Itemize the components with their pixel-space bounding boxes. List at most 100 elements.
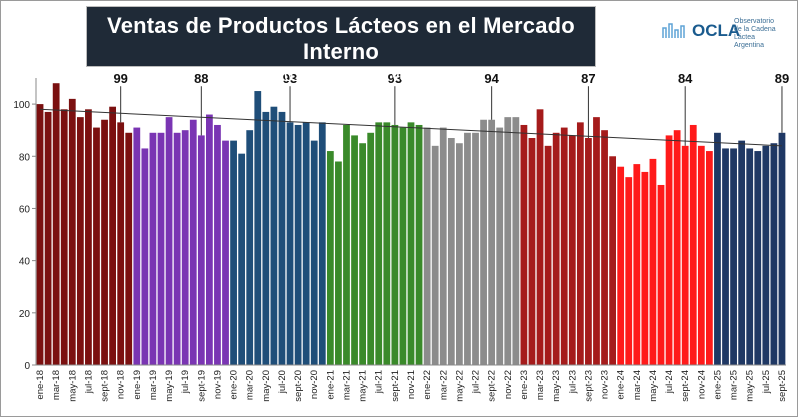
x-tick-label: nov-24 — [696, 370, 707, 399]
bar — [383, 122, 391, 365]
bar — [568, 135, 576, 365]
x-tick-label: mar-23 — [535, 370, 546, 400]
x-tick-label: sept-22 — [487, 370, 498, 402]
bar — [76, 117, 84, 366]
bar — [697, 145, 705, 365]
bar — [189, 119, 197, 365]
x-tick-label: may-23 — [551, 370, 562, 402]
bar — [181, 130, 189, 365]
bar — [375, 122, 383, 365]
bar — [359, 143, 366, 365]
annotation-label: 84 — [678, 71, 693, 86]
x-tick-label: sept-24 — [680, 370, 691, 402]
y-tick-label: 80 — [19, 152, 31, 163]
bar — [125, 132, 133, 365]
bar — [544, 145, 552, 365]
bar — [738, 140, 746, 365]
x-tick-label: sept-19 — [196, 370, 207, 402]
bar — [197, 135, 205, 365]
bar — [141, 148, 149, 365]
annotation-label: 88 — [194, 71, 208, 86]
bar — [52, 83, 60, 365]
bar — [415, 124, 423, 365]
x-tick-label: jul-18 — [83, 370, 94, 394]
bar — [206, 114, 213, 365]
logo-word: OCLA — [692, 21, 741, 40]
bar — [665, 135, 673, 365]
bar — [294, 124, 302, 365]
y-tick-label: 100 — [13, 100, 30, 111]
bar — [762, 145, 770, 365]
bar — [133, 127, 141, 365]
bar — [673, 130, 681, 365]
y-tick-label: 20 — [19, 309, 31, 320]
bar — [560, 127, 568, 365]
y-tick-label: 40 — [19, 257, 31, 268]
bar — [496, 127, 504, 365]
annotation-label: 93 — [388, 71, 402, 86]
x-tick-label: ene-21 — [325, 370, 336, 400]
x-tick-label: may-22 — [454, 370, 465, 402]
bar — [44, 111, 52, 365]
x-tick-label: jul-25 — [761, 370, 772, 394]
chart-subtitle: - enero 2018 = 100 , en volumen - — [220, 68, 462, 85]
bar — [222, 140, 229, 365]
bar — [504, 117, 512, 366]
chart-title: Ventas de Productos Lácteos en el Mercad… — [107, 13, 575, 64]
bar — [246, 130, 254, 365]
bar — [85, 109, 92, 366]
bar — [593, 117, 600, 366]
bar — [286, 122, 294, 365]
bar — [552, 132, 560, 365]
x-tick-label: ene-20 — [229, 370, 240, 400]
bar — [431, 145, 439, 365]
logo-tagline-line: Argentina — [734, 42, 764, 49]
bar — [230, 140, 237, 365]
bar — [657, 184, 665, 365]
bar — [730, 148, 737, 365]
bar — [254, 91, 262, 365]
bar — [625, 177, 633, 365]
bar — [109, 106, 116, 365]
x-tick-label: may-21 — [358, 370, 369, 402]
logo-tagline-line: de la Cadena Láctea — [734, 26, 776, 41]
bar — [423, 127, 431, 365]
x-tick-label: sept-21 — [390, 370, 401, 402]
bar — [302, 122, 310, 365]
bar — [367, 132, 375, 365]
bar — [706, 151, 713, 365]
bar — [399, 127, 407, 365]
bar — [464, 132, 471, 365]
x-tick-label: ene-18 — [35, 370, 46, 400]
annotation-label: 87 — [581, 71, 595, 86]
x-tick-label: jul-24 — [664, 370, 675, 394]
annotation-label: 93 — [283, 71, 297, 86]
x-tick-label: ene-24 — [616, 370, 627, 400]
bar — [270, 106, 278, 365]
bar — [536, 109, 544, 366]
x-tick-label: mar-19 — [148, 370, 159, 400]
bar — [335, 161, 342, 365]
bar — [157, 132, 165, 365]
x-tick-label: ene-19 — [132, 370, 143, 400]
bar — [68, 98, 76, 365]
bar — [165, 117, 173, 366]
x-tick-label: jul-21 — [374, 370, 385, 394]
bar — [689, 124, 697, 365]
x-tick-label: ene-23 — [519, 370, 530, 400]
y-tick-label: 0 — [24, 361, 30, 372]
bar — [407, 122, 415, 365]
bar — [609, 156, 616, 365]
trendline-line — [40, 108, 782, 147]
x-tick-label: sept-20 — [293, 370, 304, 402]
title-box: Ventas de Productos Lácteos en el Mercad… — [86, 6, 596, 85]
bar — [649, 158, 657, 365]
bar — [512, 117, 520, 366]
x-tick-label: may-19 — [164, 370, 175, 402]
x-tick-label: may-18 — [67, 370, 78, 402]
x-tick-label: mar-21 — [341, 370, 352, 400]
bar — [601, 130, 608, 365]
y-axis: 0 20 40 60 80 100 — [13, 78, 37, 372]
